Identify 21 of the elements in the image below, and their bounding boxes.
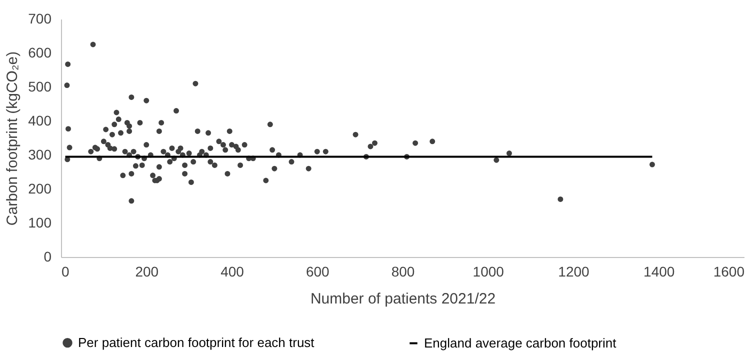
legend-label: England average carbon footprint [424, 335, 617, 350]
x-tick-label: 1000 [472, 264, 504, 280]
x-tick-label: 0 [62, 264, 70, 280]
y-tick-label: 600 [28, 44, 52, 60]
x-tick-label: 1600 [713, 264, 745, 280]
y-tick-label: 0 [44, 248, 52, 264]
y-tick-label: 300 [28, 146, 52, 162]
y-tick-label: 700 [28, 10, 52, 26]
y-tick-label: 400 [28, 112, 52, 128]
x-tick-label: 1200 [558, 264, 590, 280]
legend-label: Per patient carbon footprint for each trust [78, 334, 315, 350]
x-tick-label: 800 [391, 264, 415, 280]
y-tick-label: 100 [28, 214, 52, 230]
x-tick-label: 200 [135, 264, 159, 280]
x-tick-label: 600 [306, 264, 330, 280]
x-tick-label: 400 [220, 264, 244, 280]
y-tick-label: 200 [28, 180, 52, 196]
y-tick-label: 500 [28, 78, 52, 94]
x-tick-label: 1400 [644, 264, 675, 280]
x-axis-title: Number of patients 2021/22 [310, 290, 496, 308]
y-axis-title: Carbon footprint (kgCO₂e) [4, 51, 22, 226]
